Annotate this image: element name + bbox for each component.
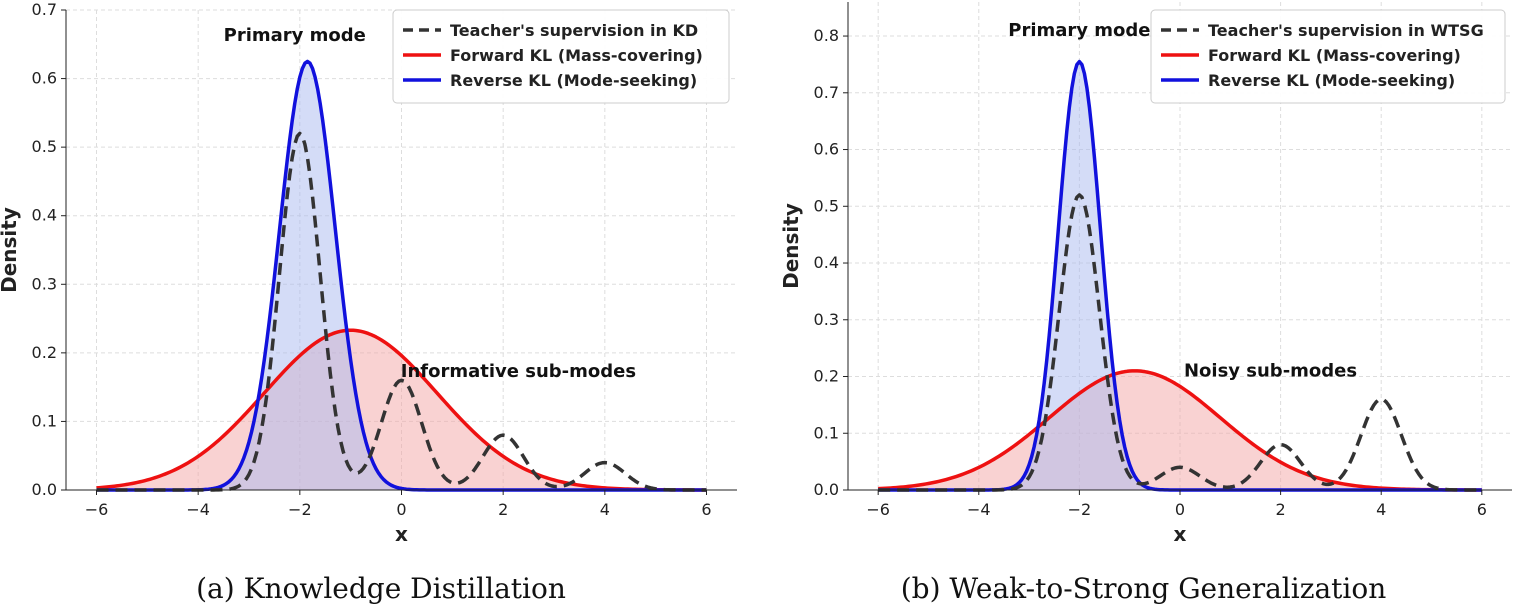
y-tick-label: 0.2 bbox=[32, 343, 57, 362]
annotation: Noisy sub-modes bbox=[1184, 361, 1357, 382]
x-tick-label: 2 bbox=[1276, 500, 1286, 519]
chart-panel-b: −6 −4 −2 0 2 4 6 0.0 0.1 0.2 0.3 0.4 0.5 0.6 0.7 0.8 x De… bbox=[762, 0, 1525, 609]
x-tick-label: 4 bbox=[600, 500, 610, 519]
y-tick-label: 0.5 bbox=[32, 137, 57, 156]
y-tick-label: 0.7 bbox=[32, 0, 57, 19]
fills bbox=[96, 61, 707, 491]
x-tick-label: 2 bbox=[498, 500, 508, 519]
x-tick-label: −2 bbox=[1068, 500, 1092, 519]
annotation: Primary mode bbox=[1008, 20, 1150, 41]
x-axis-label: x bbox=[1174, 522, 1187, 546]
y-tick-label: 0.0 bbox=[814, 480, 839, 499]
legend-label: Reverse KL (Mode-seeking) bbox=[1208, 71, 1455, 90]
y-tick-label: 0.6 bbox=[32, 69, 57, 88]
x-tick-label: −6 bbox=[866, 500, 890, 519]
legend-label: Forward KL (Mass-covering) bbox=[450, 46, 703, 65]
series-line-1 bbox=[878, 369, 1482, 492]
y-axis-label: Density bbox=[0, 207, 21, 293]
caption-a: (a) Knowledge Distillation bbox=[196, 572, 566, 605]
x-tick-label: −4 bbox=[967, 500, 991, 519]
y-tick-label: 0.0 bbox=[32, 480, 57, 499]
legend: Teacher's supervision in KD Forward KL (M… bbox=[392, 9, 730, 104]
legend: Teacher's supervision in WTSG Forward KL … bbox=[1150, 9, 1506, 104]
legend-label: Teacher's supervision in KD bbox=[450, 21, 698, 40]
x-tick-label: 6 bbox=[701, 500, 711, 519]
legend-label: Teacher's supervision in WTSG bbox=[1208, 21, 1484, 40]
x-tick-label: 6 bbox=[1477, 500, 1487, 519]
y-tick-label: 0.7 bbox=[814, 83, 839, 102]
y-tick-label: 0.2 bbox=[814, 367, 839, 386]
y-tick-label: 0.1 bbox=[814, 423, 839, 442]
x-tick-label: −6 bbox=[85, 500, 109, 519]
x-tick-label: −2 bbox=[288, 500, 312, 519]
y-tick-label: 0.3 bbox=[32, 274, 57, 293]
x-tick-label: 0 bbox=[1175, 500, 1185, 519]
y-tick-label: 0.3 bbox=[814, 310, 839, 329]
x-tick-label: 0 bbox=[396, 500, 406, 519]
caption-b: (b) Weak-to-Strong Generalization bbox=[900, 572, 1387, 605]
x-tick-label: 4 bbox=[1376, 500, 1386, 519]
y-tick-label: 0.5 bbox=[814, 196, 839, 215]
y-tick-label: 0.8 bbox=[814, 26, 839, 45]
legend-box bbox=[1150, 9, 1506, 104]
x-axis-label: x bbox=[395, 522, 408, 546]
y-tick-label: 0.6 bbox=[814, 140, 839, 159]
x-tick-label: −4 bbox=[186, 500, 210, 519]
legend-label: Reverse KL (Mode-seeking) bbox=[450, 71, 697, 90]
chart-b: −6 −4 −2 0 2 4 6 0.0 0.1 0.2 0.3 0.4 0.5 0.6 0.7 0.8 x De… bbox=[779, 2, 1512, 546]
y-tick-label: 0.4 bbox=[814, 253, 839, 272]
chart-a: −6 −4 −2 0 2 4 6 0.0 0.1 0.2 0.3 0.4 0.5 0.6 0.7 x Densi… bbox=[0, 0, 737, 546]
series-line-1 bbox=[96, 328, 707, 492]
y-tick-label: 0.4 bbox=[32, 206, 57, 225]
legend-label: Forward KL (Mass-covering) bbox=[1208, 46, 1461, 65]
y-tick-label: 0.1 bbox=[32, 411, 57, 430]
chart-panel-a: −6 −4 −2 0 2 4 6 0.0 0.1 0.2 0.3 0.4 0.5 0.6 0.7 x Densi… bbox=[0, 0, 762, 609]
annotation: Primary mode bbox=[224, 25, 366, 46]
annotation: Informative sub-modes bbox=[401, 361, 636, 382]
legend-box bbox=[392, 9, 730, 104]
y-axis-label: Density bbox=[779, 203, 803, 289]
